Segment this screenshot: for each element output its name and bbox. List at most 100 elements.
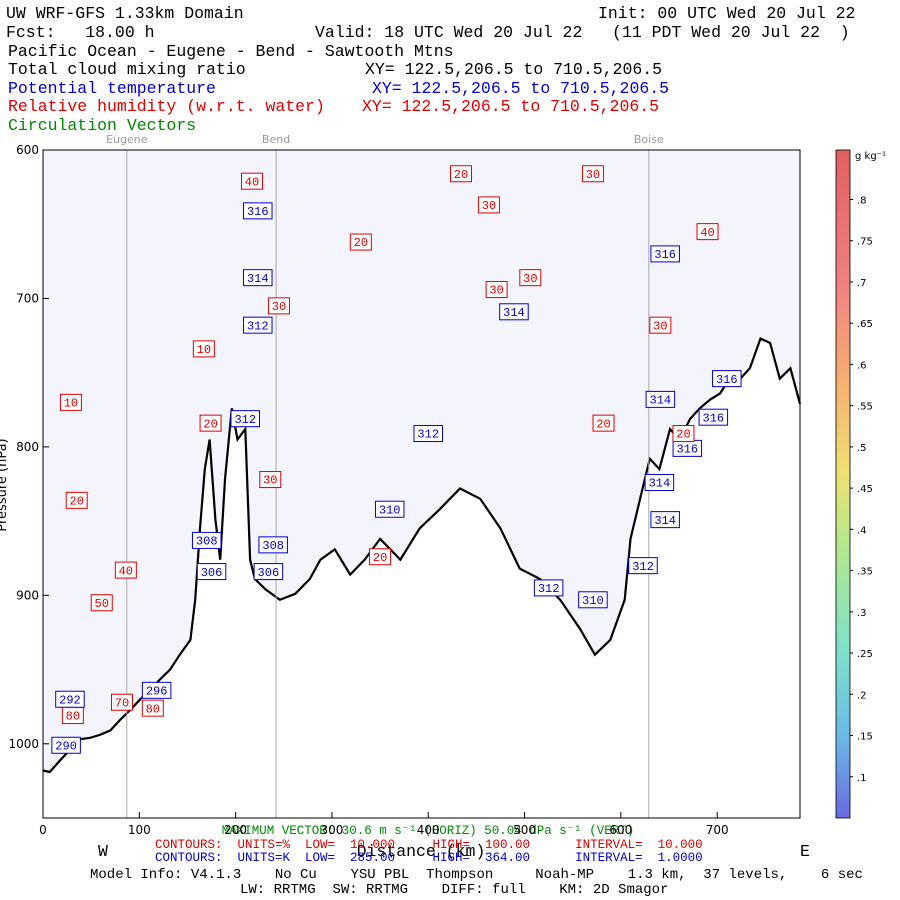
colorbar-tick-label: .55: [857, 402, 873, 413]
contour-label: 10: [197, 343, 211, 357]
y-tick-label: 600: [16, 143, 39, 157]
west-label: W: [98, 842, 108, 861]
contour-label-box: [61, 707, 84, 725]
contour-label-box: [712, 370, 742, 388]
forecast-hour: Fcst: 18.00 h: [6, 23, 155, 42]
contour-label: 306: [201, 566, 223, 580]
contour-label-box: [240, 172, 263, 190]
contour-label-box: [192, 340, 215, 358]
x-tick-label: 300: [320, 823, 343, 837]
x-tick-label: 700: [706, 823, 729, 837]
colorbar: [835, 149, 851, 819]
contour-label-box: [581, 165, 604, 183]
colorbar-tick-label: .5: [857, 443, 867, 454]
contour-label-box: [65, 491, 88, 509]
contour-label-box: [628, 557, 658, 575]
field-name: Potential temperature: [8, 79, 216, 98]
contour-label-box: [485, 281, 508, 299]
contour-label-box: [650, 511, 680, 529]
contour-label-box: [413, 425, 443, 443]
contour-label-box: [114, 561, 137, 579]
colorbar-tick-label: .8: [857, 195, 867, 206]
contour-label: 30: [263, 474, 277, 488]
x-tick-label: 500: [513, 823, 536, 837]
contour-label: 40: [700, 226, 714, 240]
contour-label: 30: [523, 272, 537, 286]
physics-info: LW: RRTMG SW: RRTMG DIFF: full KM: 2D Sm…: [240, 882, 668, 898]
contour-label-box: [141, 699, 164, 717]
y-tick-label: 900: [16, 588, 39, 602]
contour-label: 40: [119, 564, 133, 578]
contour-label: 80: [66, 710, 80, 724]
colorbar-tick-label: .75: [857, 237, 873, 248]
contour-label-box: [519, 269, 542, 287]
contour-label-box: [191, 531, 222, 549]
contour-label-box: [698, 408, 729, 426]
contour-label-box: [644, 474, 675, 492]
contour-label: 20: [373, 551, 387, 565]
colorbar-tick-label: .2: [857, 690, 867, 701]
contour-label: 312: [538, 582, 560, 596]
contour-label-box: [650, 245, 680, 263]
contour-label-box: [592, 414, 615, 432]
east-label: E: [800, 842, 810, 861]
x-axis-title: Distance (km): [357, 842, 486, 861]
contour-label: 20: [203, 417, 217, 431]
location-label: Boise: [634, 133, 664, 146]
valid-time: Valid: 18 UTC Wed 20 Jul 22 (11 PDT Wed …: [315, 23, 850, 42]
contour-label: 296: [146, 685, 168, 699]
contour-label: 314: [650, 394, 672, 408]
contour-label: 292: [59, 693, 81, 707]
contour-label: 312: [417, 428, 439, 442]
contour-label: 308: [196, 535, 218, 549]
ground: [43, 338, 800, 818]
contour-label: 50: [95, 597, 109, 611]
contour-label: 306: [258, 566, 280, 580]
contour-label-box: [649, 316, 672, 334]
contour-label-box: [51, 736, 81, 754]
y-axis-title: Pressure (hPa): [0, 438, 10, 531]
y-tick-label: 700: [16, 291, 39, 305]
contour-label-box: [243, 316, 273, 334]
contour-label: 312: [632, 560, 654, 574]
contour-label-box: [253, 563, 284, 581]
contour-label: 70: [115, 696, 129, 710]
x-tick-label: 200: [224, 823, 247, 837]
contour-label-box: [349, 233, 372, 251]
field-name: Circulation Vectors: [8, 116, 196, 135]
y-tick-label: 800: [16, 440, 39, 454]
contour-label: 20: [70, 495, 84, 509]
contour-label-box: [449, 165, 472, 183]
colorbar-tick-label: .6: [857, 360, 867, 371]
contour-label: 314: [649, 477, 671, 491]
colorbar-tick-label: .7: [857, 278, 867, 289]
contour-label: 30: [586, 168, 600, 182]
init-time: Init: 00 UTC Wed 20 Jul 22: [598, 4, 855, 23]
contour-label: 20: [454, 168, 468, 182]
contour-label: 10: [64, 397, 78, 411]
contour-label-box: [533, 579, 564, 597]
colorbar-units: g kg⁻¹: [855, 151, 886, 162]
contour-label: 314: [654, 514, 676, 528]
contour-label: 30: [489, 284, 503, 298]
contour-label: 20: [354, 236, 368, 250]
title: UW WRF-GFS 1.33km Domain: [6, 4, 244, 23]
field-xy: XY= 122.5,206.5 to 710.5,206.5: [365, 60, 662, 79]
contour-label-box: [267, 297, 290, 315]
contour-label-box: [578, 591, 608, 609]
contour-label: 314: [503, 306, 525, 320]
contour-info: CONTOURS: UNITS=K LOW= 285.00 HIGH= 364.…: [155, 851, 703, 865]
contour-label: 30: [272, 300, 286, 314]
contour-label: 20: [596, 417, 610, 431]
colorbar-tick-label: .65: [857, 319, 873, 330]
contour-label-box: [90, 594, 113, 612]
colorbar-tick-label: .15: [857, 732, 873, 743]
contour-label: 20: [676, 428, 690, 442]
contour-label-box: [243, 202, 273, 220]
contour-label-box: [499, 303, 529, 321]
colorbar-tick-label: .25: [857, 649, 873, 660]
x-tick-label: 400: [417, 823, 440, 837]
contour-label: 316: [716, 373, 738, 387]
max-vector: MAXIMUM VECTOR: 30.6 m s⁻¹ (HORIZ) 50.04…: [222, 824, 635, 838]
